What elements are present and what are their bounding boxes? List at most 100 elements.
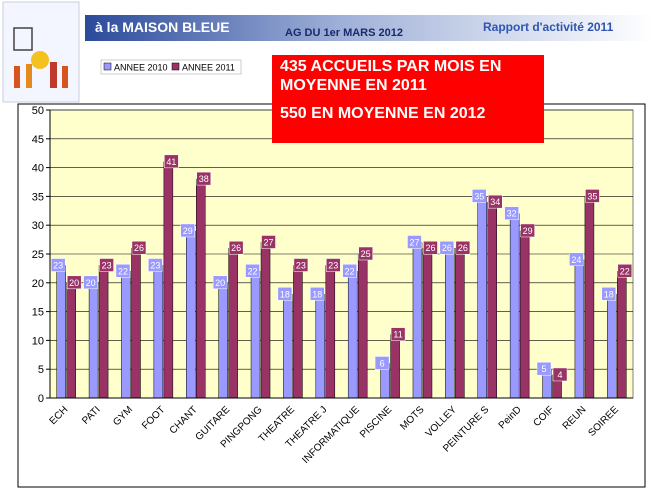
y-tick-label: 25 <box>32 249 44 261</box>
x-tick-label: MOTS <box>398 404 426 432</box>
data-label: 22 <box>620 266 630 276</box>
data-label: 20 <box>86 278 96 288</box>
logo-sun <box>31 51 49 69</box>
y-tick-label: 40 <box>32 163 44 175</box>
data-label: 27 <box>409 237 419 247</box>
data-label: 26 <box>458 243 468 253</box>
data-label: 18 <box>312 289 322 299</box>
annotation-box: 435 ACCUEILS PAR MOIS EN MOYENNE EN 2011… <box>272 55 544 143</box>
data-label: 22 <box>248 266 258 276</box>
legend-label: ANNEE 2010 <box>114 63 168 73</box>
data-label: 18 <box>280 289 290 299</box>
x-tick-label: INFORMATIQUE <box>300 404 362 466</box>
plot: 05101520253035404550ECHPATIGYMFOOTCHANTG… <box>32 105 633 466</box>
x-tick-label: COIF <box>531 404 556 429</box>
bar <box>99 266 108 398</box>
data-label: 23 <box>296 261 306 271</box>
bar <box>413 242 422 398</box>
x-tick-label: ECH <box>48 404 71 427</box>
data-label: 35 <box>474 191 484 201</box>
y-tick-label: 0 <box>38 393 44 405</box>
annotation: 435 ACCUEILS PAR MOIS EN MOYENNE EN 2011 <box>280 57 536 95</box>
data-label: 4 <box>558 370 563 380</box>
y-tick-label: 5 <box>38 364 44 376</box>
y-tick-label: 45 <box>32 134 44 146</box>
bar <box>358 254 367 398</box>
data-label: 25 <box>361 249 371 259</box>
bar <box>89 283 98 398</box>
data-label: 23 <box>328 261 338 271</box>
data-label: 26 <box>231 243 241 253</box>
bar <box>348 271 357 398</box>
logo-figure <box>14 66 20 88</box>
bar <box>186 231 195 398</box>
bar <box>164 162 173 398</box>
data-label: 23 <box>53 261 63 271</box>
data-label: 24 <box>571 255 581 265</box>
bar <box>154 266 163 398</box>
bar <box>585 196 594 398</box>
x-tick-label: FOOT <box>140 404 167 431</box>
annotation: 550 EN MOYENNE EN 2012 <box>280 104 536 123</box>
data-label: 26 <box>425 243 435 253</box>
bar <box>617 271 626 398</box>
bar <box>219 283 228 398</box>
bar <box>488 202 497 398</box>
data-label: 26 <box>442 243 452 253</box>
data-label: 5 <box>542 364 547 374</box>
bar <box>575 260 584 398</box>
bar <box>316 294 325 398</box>
data-label: 26 <box>134 243 144 253</box>
bar <box>293 266 302 398</box>
x-tick-label: PATI <box>80 404 102 426</box>
data-label: 11 <box>393 330 402 340</box>
page: { "header": { "org": "à la MAISON BLEUE"… <box>0 0 653 488</box>
logo <box>3 2 79 102</box>
bar <box>283 294 292 398</box>
data-label: 22 <box>118 266 128 276</box>
x-tick-label: SOIREE <box>586 404 621 439</box>
x-tick-label: CHANT <box>168 404 200 436</box>
legend-swatch <box>104 63 111 70</box>
header-event: AG DU 1er MARS 2012 <box>285 27 403 39</box>
bar <box>131 248 140 398</box>
y-tick-label: 50 <box>32 105 44 117</box>
bar <box>57 266 66 398</box>
bar <box>455 248 464 398</box>
logo-figure <box>26 64 32 88</box>
logo-figure <box>50 62 57 88</box>
header-report: Rapport d'activité 2011 <box>483 20 614 34</box>
data-label: 18 <box>604 289 614 299</box>
header-org: à la MAISON BLEUE <box>95 19 230 35</box>
y-tick-label: 10 <box>32 335 44 347</box>
bar <box>607 294 616 398</box>
data-label: 29 <box>183 226 193 236</box>
bar <box>261 242 270 398</box>
data-label: 20 <box>215 278 225 288</box>
data-label: 23 <box>150 261 160 271</box>
bar <box>478 196 487 398</box>
data-label: 20 <box>69 278 79 288</box>
bar <box>391 335 400 398</box>
bar <box>423 248 432 398</box>
logo-figure <box>62 66 68 88</box>
data-label: 6 <box>380 358 385 368</box>
y-tick-label: 20 <box>32 278 44 290</box>
bar <box>121 271 130 398</box>
y-tick-label: 15 <box>32 307 44 319</box>
bar <box>520 231 529 398</box>
bar <box>229 248 238 398</box>
data-label: 22 <box>345 266 355 276</box>
x-tick-label: PeinD <box>497 404 524 431</box>
data-label: 41 <box>166 157 176 167</box>
bar <box>67 283 76 398</box>
bar <box>251 271 260 398</box>
legend-label: ANNEE 2011 <box>182 63 235 73</box>
data-label: 27 <box>264 237 274 247</box>
data-label: 34 <box>490 197 500 207</box>
x-tick-label: PISCINE <box>358 404 394 440</box>
bar <box>445 248 454 398</box>
legend-swatch <box>172 63 179 70</box>
y-tick-label: 35 <box>32 191 44 203</box>
data-label: 23 <box>102 261 112 271</box>
